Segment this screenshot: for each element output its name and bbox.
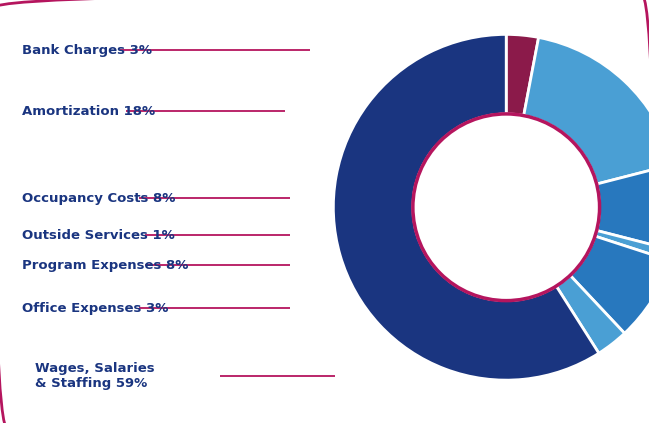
Text: Bank Charges 3%: Bank Charges 3%: [22, 44, 152, 57]
Wedge shape: [334, 34, 599, 380]
Text: Outside Services 1%: Outside Services 1%: [22, 228, 175, 242]
Text: Office Expenses 3%: Office Expenses 3%: [22, 302, 168, 314]
Wedge shape: [506, 34, 539, 115]
Wedge shape: [524, 38, 649, 184]
Text: Occupancy Costs 8%: Occupancy Costs 8%: [22, 192, 175, 204]
Text: Amortization 18%: Amortization 18%: [22, 104, 155, 118]
Wedge shape: [570, 236, 649, 333]
Wedge shape: [595, 231, 649, 261]
Text: Program Expenses 8%: Program Expenses 8%: [22, 258, 188, 272]
Wedge shape: [556, 275, 624, 353]
Text: Wages, Salaries
& Staffing 59%: Wages, Salaries & Staffing 59%: [35, 362, 154, 390]
Wedge shape: [596, 164, 649, 250]
